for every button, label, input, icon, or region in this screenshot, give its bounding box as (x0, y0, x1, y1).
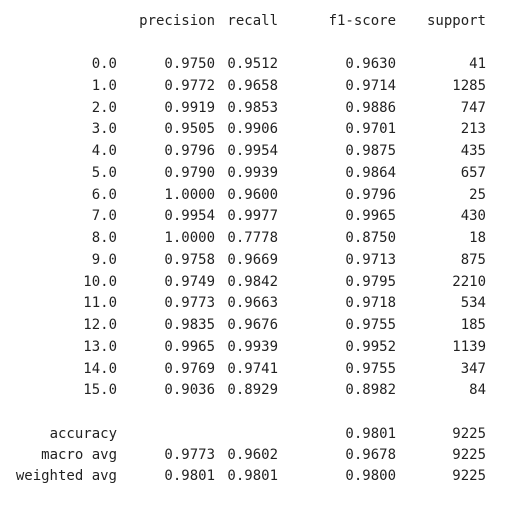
cell-value: 0.9801 (164, 468, 215, 484)
cell-value: 0.9749 (164, 273, 215, 290)
cell-value: 0.9954 (164, 208, 215, 225)
cell-value: 0.9939 (227, 164, 278, 181)
cell-value: 0.9800 (345, 468, 396, 484)
cell-value: 0.9512 (227, 56, 278, 72)
cell-value: 0.9036 (164, 382, 215, 399)
cell-value: 0.9750 (164, 56, 215, 72)
column-header: recall (227, 13, 278, 29)
cell-value: 0.7778 (227, 230, 278, 246)
cell-value: 534 (460, 295, 486, 312)
row-label: 13.0 (83, 338, 117, 355)
cell-value: 0.9755 (345, 360, 396, 377)
cell-value: 657 (460, 164, 486, 181)
cell-value: 0.9796 (164, 143, 215, 159)
row-label: 7.0 (91, 208, 117, 225)
row-label: 8.0 (91, 230, 117, 246)
row-label: 12.0 (83, 317, 117, 333)
cell-value: 0.9875 (345, 143, 396, 159)
cell-value: 0.9886 (345, 99, 396, 116)
row-label: 9.0 (91, 251, 117, 268)
cell-value: 9225 (452, 447, 486, 463)
cell-value: 0.9602 (227, 447, 278, 463)
row-label: 10.0 (83, 273, 117, 290)
cell-value: 0.9741 (227, 360, 278, 377)
cell-value: 84 (469, 382, 486, 399)
cell-value: 0.9505 (164, 121, 215, 138)
cell-value: 0.9772 (164, 77, 215, 94)
cell-value: 430 (460, 208, 486, 225)
cell-value: 1285 (452, 77, 486, 94)
cell-value: 0.9801 (227, 468, 278, 484)
cell-value: 0.9906 (227, 121, 278, 138)
cell-value: 0.9965 (345, 208, 396, 225)
cell-value: 0.9952 (345, 338, 396, 355)
cell-value: 1139 (452, 338, 486, 355)
cell-value: 185 (460, 317, 486, 333)
cell-value: 0.9758 (164, 251, 215, 268)
cell-value: 0.9796 (345, 186, 396, 203)
cell-value: 0.9773 (164, 295, 215, 312)
cell-value: 0.9965 (164, 338, 215, 355)
row-label: 15.0 (83, 382, 117, 399)
cell-value: 875 (460, 251, 486, 268)
cell-value: 0.8750 (345, 230, 396, 246)
cell-value: 0.9864 (345, 164, 396, 181)
cell-value: 435 (460, 143, 486, 159)
cell-value: 0.9755 (345, 317, 396, 333)
cell-value: 0.8929 (227, 382, 278, 399)
cell-value: 0.9835 (164, 317, 215, 333)
cell-value: 0.9853 (227, 99, 278, 116)
cell-value: 25 (469, 186, 486, 203)
cell-value: 1.0000 (164, 186, 215, 203)
cell-value: 0.9801 (345, 426, 396, 442)
cell-value: 0.9630 (345, 56, 396, 72)
cell-value: 0.9718 (345, 295, 396, 312)
row-label: 3.0 (91, 121, 117, 138)
cell-value: 0.9701 (345, 121, 396, 138)
cell-value: 18 (469, 230, 486, 246)
cell-value: 0.9669 (227, 251, 278, 268)
cell-value: 0.9919 (164, 99, 215, 116)
row-label: 5.0 (91, 164, 117, 181)
cell-value: 0.9714 (345, 77, 396, 94)
row-label: 1.0 (91, 77, 117, 94)
cell-value: 0.9713 (345, 251, 396, 268)
cell-value: 0.9977 (227, 208, 278, 225)
row-label: 4.0 (91, 143, 117, 159)
column-header: support (426, 13, 486, 29)
row-label: weighted avg (15, 468, 117, 484)
cell-value: 41 (469, 56, 486, 72)
cell-value: 0.9600 (227, 186, 278, 203)
column-header: f1-score (328, 13, 396, 29)
cell-value: 0.9773 (164, 447, 215, 463)
cell-value: 0.9678 (345, 447, 396, 463)
cell-value: 9225 (452, 426, 486, 442)
cell-value: 1.0000 (164, 230, 215, 246)
cell-value: 0.9769 (164, 360, 215, 377)
column-header: precision (139, 13, 215, 29)
cell-value: 9225 (452, 468, 486, 484)
row-label: 0.0 (91, 56, 117, 72)
cell-value: 0.9954 (227, 143, 278, 159)
cell-value: 0.9676 (227, 317, 278, 333)
cell-value: 347 (460, 360, 486, 377)
row-label: 11.0 (83, 295, 117, 312)
cell-value: 0.9663 (227, 295, 278, 312)
cell-value: 213 (460, 121, 486, 138)
cell-value: 0.8982 (345, 382, 396, 399)
cell-value: 0.9939 (227, 338, 278, 355)
row-label: macro avg (41, 447, 117, 463)
cell-value: 0.9790 (164, 164, 215, 181)
row-label: accuracy (49, 426, 117, 442)
cell-value: 2210 (452, 273, 486, 290)
cell-value: 0.9842 (227, 273, 278, 290)
row-label: 14.0 (83, 360, 117, 377)
cell-value: 0.9658 (227, 77, 278, 94)
cell-value: 747 (460, 99, 486, 116)
row-label: 6.0 (91, 186, 117, 203)
cell-value: 0.9795 (345, 273, 396, 290)
row-label: 2.0 (91, 99, 117, 116)
